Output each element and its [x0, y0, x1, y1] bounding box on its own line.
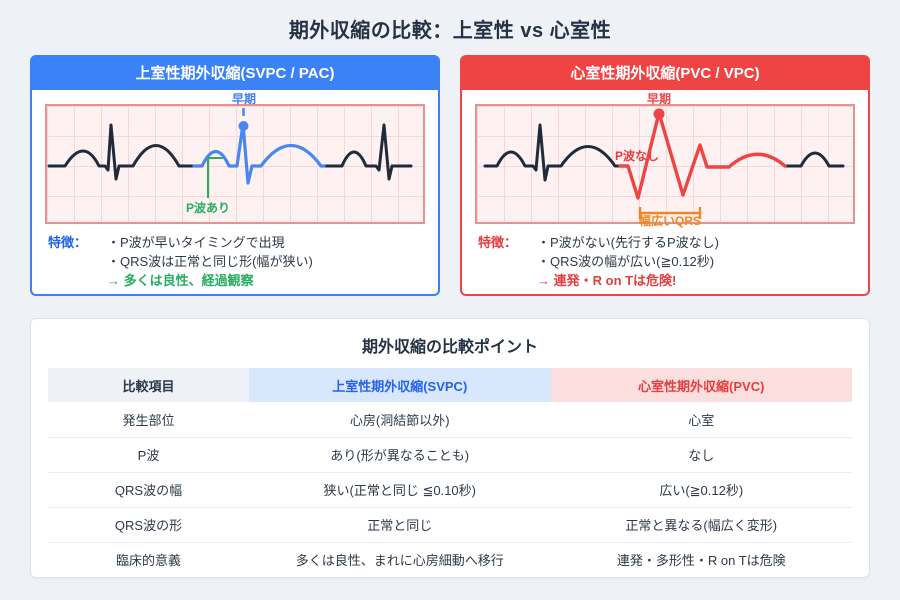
table-row: 臨床的意義 多くは良性、まれに心房細動へ移行 連発・多形性・R on Tは危険	[48, 541, 852, 577]
cell-svpc: 狭い(正常と同じ ≦0.10秒)	[249, 471, 551, 507]
svpc-panel: 上室性期外収縮(SVPC / PAC) 早期 P波あり 特徴： ・P波が早いタイ…	[30, 55, 440, 296]
comparison-table: 比較項目 上室性期外収縮(SVPC) 心室性期外収縮(PVC) 発生部位 心房(…	[48, 368, 852, 577]
pvc-panel: 心室性期外収縮(PVC / VPC) 早期 P波なし 幅広いQRS 特徴： ・P…	[460, 55, 870, 296]
pvc-ecg-strip: 早期 P波なし 幅広いQRS	[475, 93, 855, 228]
svpc-feature-1: ・P波が早いタイミングで出現	[107, 235, 285, 250]
comparison-table-title: 期外収縮の比較ポイント	[361, 339, 538, 356]
svpc-p-wave-label: P波あり	[185, 201, 231, 215]
table-row: QRS波の幅 狭い(正常と同じ ≦0.10秒) 広い(≧0.12秒)	[48, 471, 852, 507]
pvc-features-label: 特徴：	[478, 235, 518, 250]
svpc-normal-trace	[47, 123, 413, 181]
svpc-early-label: 早期	[231, 92, 257, 106]
cell-pvc: 広い(≧0.12秒)	[550, 471, 852, 507]
cell-item: P波	[48, 436, 249, 472]
cell-item: 発生部位	[122, 412, 175, 428]
cell-svpc: 心房(洞結節以外)	[349, 412, 450, 428]
pvc-wide-qrs-label: 幅広いQRS	[638, 214, 702, 228]
table-header-row: 比較項目 上室性期外収縮(SVPC) 心室性期外収縮(PVC)	[48, 368, 852, 402]
svpc-conclusion: → 多くは良性、経過観察	[107, 272, 254, 288]
table-row: QRS波の形 正常と同じ 正常と異なる(幅広く変形)	[48, 506, 852, 542]
svpc-ecg-strip: 早期 P波あり	[45, 93, 425, 224]
cell-pvc: 心室	[688, 412, 715, 428]
cell-svpc: 正常と同じ	[249, 506, 551, 542]
pvc-p-wave-label: P波なし	[615, 149, 660, 163]
pvc-feature-1: ・P波がない(先行するP波なし)	[537, 235, 720, 250]
svpc-premature-beat-trace	[192, 122, 326, 185]
svpc-feature-2: ・QRS波は正常と同じ形(幅が狭い)	[107, 253, 313, 269]
pvc-feature-2: ・QRS波の幅が広い(≧0.12秒)	[537, 253, 715, 269]
cell-svpc: 多くは良性、まれに心房細動へ移行	[249, 541, 551, 577]
pvc-early-marker-dot	[653, 108, 665, 120]
cell-item: QRS波の形	[48, 506, 249, 542]
pvc-features: 特徴： ・P波がない(先行するP波なし) ・QRS波の幅が広い(≧0.12秒) …	[462, 224, 868, 299]
table-row: 発生部位 心房(洞結節以外) 心室	[48, 402, 852, 437]
table-row: P波 あり(形が異なることも) なし	[48, 436, 852, 472]
pvc-ecg-waveform	[483, 108, 845, 219]
svpc-ecg-waveform	[47, 108, 413, 198]
svpc-features-label: 特徴：	[48, 235, 88, 250]
svpc-features: 特徴： ・P波が早いタイミングで出現 ・QRS波は正常と同じ形(幅が狭い) → …	[32, 224, 438, 299]
header-pvc: 心室性期外収縮(PVC)	[550, 368, 852, 402]
svpc-panel-title: 上室性期外収縮(SVPC / PAC)	[32, 57, 438, 90]
header-svpc: 上室性期外収縮(SVPC)	[249, 368, 551, 402]
cell-item: 臨床的意義	[48, 541, 249, 577]
header-compare-item: 比較項目	[48, 368, 249, 402]
pvc-wide-qrs-bracket	[638, 207, 702, 219]
cell-pvc: 正常と異なる(幅広く変形)	[550, 506, 852, 542]
pvc-panel-title: 心室性期外収縮(PVC / VPC)	[462, 57, 868, 90]
comparison-table-card: 期外収縮の比較ポイント 比較項目 上室性期外収縮(SVPC) 心室性期外収縮(P…	[30, 318, 870, 578]
cell-item: QRS波の幅	[48, 471, 249, 507]
svpc-early-marker-dot	[238, 121, 249, 131]
page-title: 期外収縮の比較：上室性 vs 心室性	[288, 20, 612, 42]
cell-pvc: 連発・多形性・R on Tは危険	[550, 541, 852, 577]
pvc-early-label: 早期	[646, 92, 672, 106]
pvc-conclusion: → 連発・R on Tは危険!	[537, 272, 677, 288]
pvc-normal-trace	[483, 123, 845, 182]
svpc-p-wave-pointer-line	[207, 157, 223, 198]
cell-svpc: あり(形が異なることも)	[249, 436, 551, 472]
cell-pvc: なし	[550, 436, 852, 472]
